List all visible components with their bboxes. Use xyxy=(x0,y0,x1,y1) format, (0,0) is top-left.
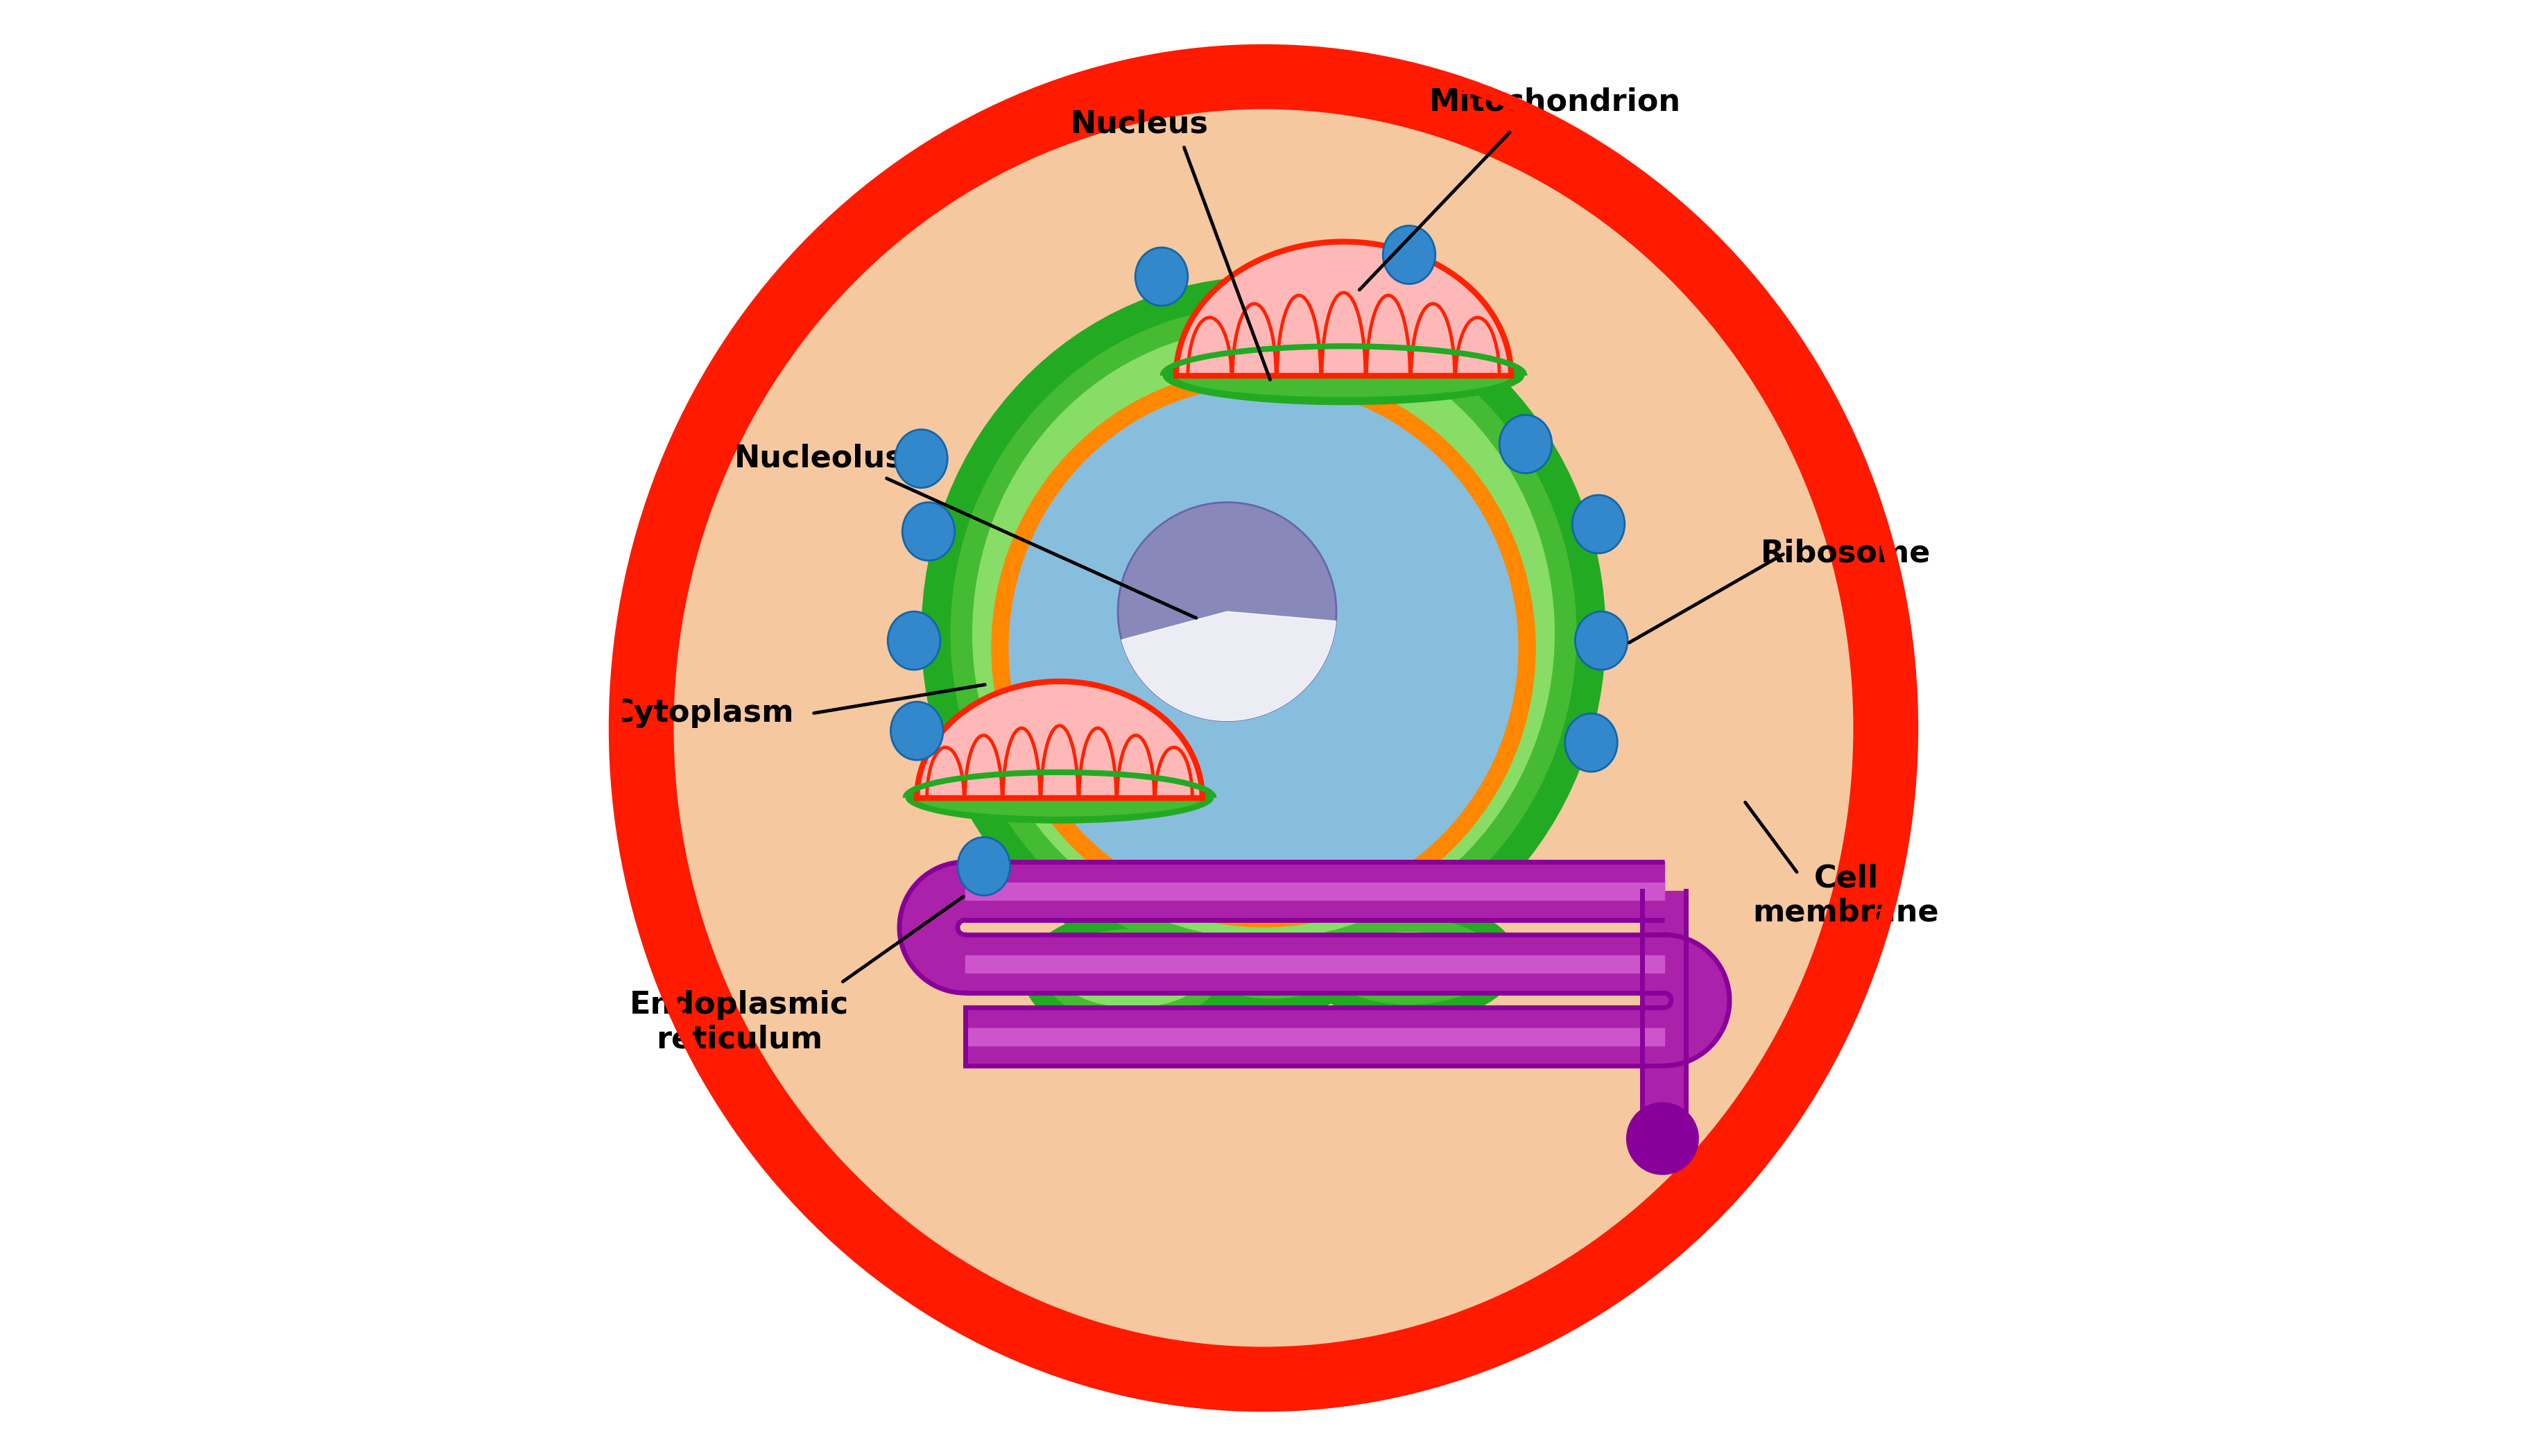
Ellipse shape xyxy=(1339,932,1478,990)
Ellipse shape xyxy=(1499,415,1552,473)
Ellipse shape xyxy=(1382,226,1435,284)
Ellipse shape xyxy=(917,779,1203,817)
Ellipse shape xyxy=(922,277,1605,990)
Ellipse shape xyxy=(905,772,1213,824)
Polygon shape xyxy=(900,862,965,993)
Ellipse shape xyxy=(1008,386,1519,910)
Polygon shape xyxy=(917,681,1203,798)
Text: Endoplasmic
reticulum: Endoplasmic reticulum xyxy=(629,990,849,1054)
Text: Cytoplasm: Cytoplasm xyxy=(612,699,793,728)
Ellipse shape xyxy=(1061,943,1203,1008)
Text: Cell
membrane: Cell membrane xyxy=(1754,863,1938,927)
Polygon shape xyxy=(1175,242,1511,376)
Ellipse shape xyxy=(1625,1102,1698,1175)
Text: Nucleolus: Nucleolus xyxy=(735,444,905,473)
Ellipse shape xyxy=(1564,713,1617,772)
Ellipse shape xyxy=(1023,910,1241,1041)
Ellipse shape xyxy=(950,306,1577,961)
Ellipse shape xyxy=(1198,923,1344,999)
Text: Ribosome: Ribosome xyxy=(1761,539,1931,568)
Ellipse shape xyxy=(1046,929,1221,1022)
Ellipse shape xyxy=(958,837,1011,895)
Ellipse shape xyxy=(887,612,940,670)
Ellipse shape xyxy=(1574,612,1627,670)
Text: Mitochondrion: Mitochondrion xyxy=(1428,87,1680,116)
Ellipse shape xyxy=(991,368,1536,927)
Ellipse shape xyxy=(973,328,1554,939)
Ellipse shape xyxy=(1572,495,1625,553)
Ellipse shape xyxy=(890,702,943,760)
Ellipse shape xyxy=(902,502,955,561)
Text: Nucleus: Nucleus xyxy=(1071,109,1208,138)
Ellipse shape xyxy=(1322,917,1496,1005)
Ellipse shape xyxy=(1135,248,1188,306)
Ellipse shape xyxy=(675,109,1852,1347)
Ellipse shape xyxy=(1162,347,1524,405)
Ellipse shape xyxy=(1117,502,1337,721)
Ellipse shape xyxy=(1175,906,1365,1016)
Polygon shape xyxy=(1663,935,1728,1066)
Ellipse shape xyxy=(895,430,948,488)
Ellipse shape xyxy=(1299,900,1519,1022)
Polygon shape xyxy=(1122,612,1337,721)
Ellipse shape xyxy=(1175,354,1511,397)
Ellipse shape xyxy=(617,51,1910,1405)
